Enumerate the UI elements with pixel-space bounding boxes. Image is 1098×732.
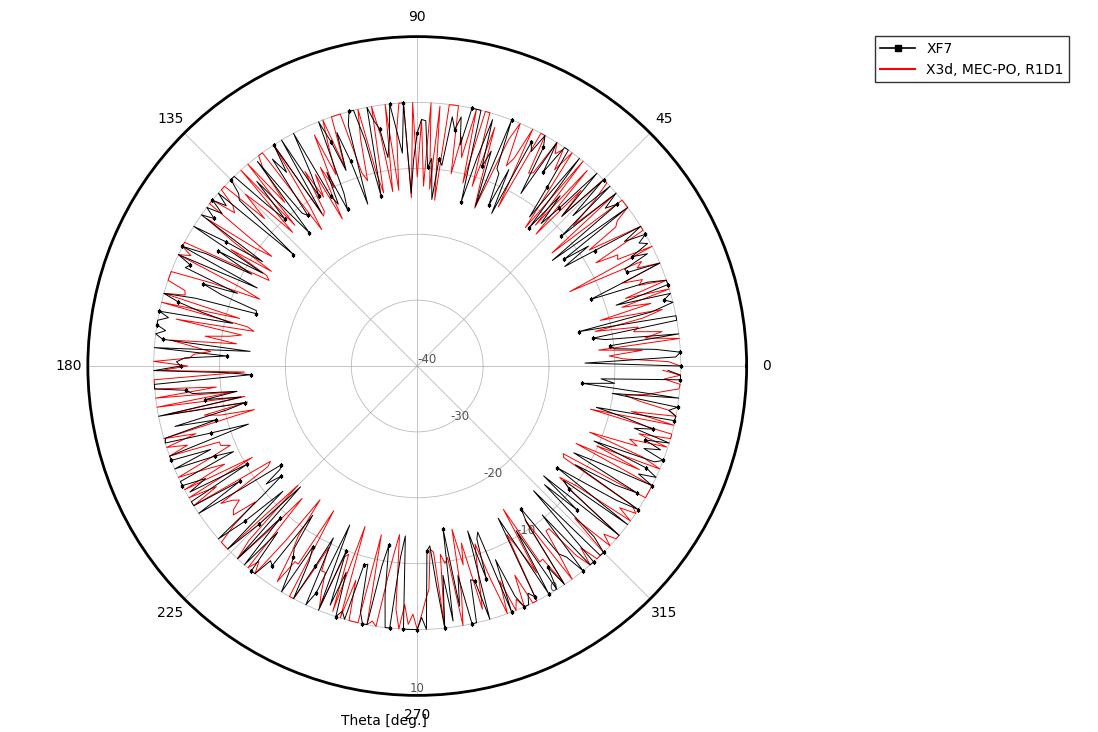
X3d, MEC-PO, R1D1 xyxy=(334,110,347,119)
XF7 xyxy=(637,444,650,453)
XF7 xyxy=(661,366,674,375)
X3d, MEC-PO, R1D1 xyxy=(601,179,614,187)
Legend: XF7, X3d, MEC-PO, R1D1: XF7, X3d, MEC-PO, R1D1 xyxy=(875,36,1069,82)
XF7 xyxy=(437,525,450,534)
XF7 xyxy=(674,362,687,370)
XF7 xyxy=(567,212,580,220)
XF7 xyxy=(361,200,374,209)
X3d, MEC-PO, R1D1 xyxy=(674,362,687,370)
X3d, MEC-PO, R1D1 xyxy=(336,214,349,223)
Text: Theta [deg.]: Theta [deg.] xyxy=(341,714,427,728)
X3d, MEC-PO, R1D1 xyxy=(657,366,670,375)
XF7 xyxy=(179,264,192,272)
X3d, MEC-PO, R1D1 xyxy=(630,441,643,450)
X3d, MEC-PO, R1D1 xyxy=(256,149,269,157)
XF7 xyxy=(305,171,318,179)
Text: 10: 10 xyxy=(410,682,425,695)
Line: XF7: XF7 xyxy=(153,102,682,631)
X3d, MEC-PO, R1D1 xyxy=(205,279,219,288)
Line: X3d, MEC-PO, R1D1: X3d, MEC-PO, R1D1 xyxy=(154,102,681,630)
XF7 xyxy=(266,154,279,163)
X3d, MEC-PO, R1D1 xyxy=(299,167,312,176)
